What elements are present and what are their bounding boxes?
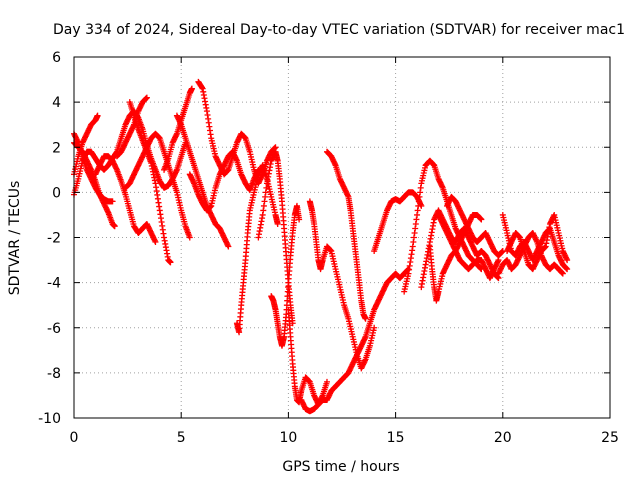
data-point — [289, 320, 296, 327]
series-satellite-track-11 — [195, 78, 279, 187]
y-tick-label: -8 — [47, 366, 61, 382]
x-tick-label: 5 — [177, 430, 186, 446]
data-point — [111, 223, 118, 230]
y-tick-label: 2 — [52, 140, 61, 156]
data-point — [559, 270, 566, 277]
series-satellite-track-23 — [426, 211, 485, 304]
x-tick-label: 25 — [601, 430, 619, 446]
series-satellite-track-28 — [495, 229, 566, 277]
chart-title: Day 334 of 2024, Sidereal Day-to-day VTE… — [53, 22, 625, 38]
series-satellite-track-15 — [268, 202, 303, 349]
series-satellite-track-18 — [306, 198, 378, 372]
data-point — [94, 112, 101, 119]
data-point — [109, 198, 116, 205]
data-point — [478, 216, 485, 223]
y-tick-label: -10 — [38, 411, 61, 427]
data-point — [225, 243, 232, 250]
series-satellite-track-19 — [323, 148, 369, 322]
x-axis-title: GPS time / hours — [282, 459, 399, 475]
data-point — [167, 259, 174, 266]
data-point — [564, 266, 571, 273]
data-point — [296, 216, 303, 223]
y-tick-label: 6 — [52, 50, 61, 66]
series-satellite-track-24 — [435, 211, 502, 282]
data-point — [186, 234, 193, 241]
data-point — [371, 324, 378, 331]
series-satellite-track-16 — [285, 306, 330, 408]
series-satellite-track-8 — [122, 130, 193, 241]
data-point — [152, 239, 159, 246]
data-layer — [71, 78, 571, 415]
data-point — [323, 378, 330, 385]
series-satellite-track-12 — [186, 148, 262, 214]
y-axis-title: SDTVAR / TECUs — [7, 181, 23, 296]
y-tick-label: -2 — [47, 231, 61, 247]
data-point — [274, 220, 281, 227]
x-tick-label: 0 — [70, 430, 79, 446]
x-tick-label: 15 — [387, 430, 405, 446]
grid-layer — [74, 57, 610, 418]
series-satellite-track-22 — [418, 207, 502, 291]
y-tick-label: -4 — [47, 276, 61, 292]
y-tick-label: 0 — [52, 185, 61, 201]
x-tick-label: 10 — [279, 430, 297, 446]
series-satellite-track-17 — [298, 266, 412, 415]
y-tick-label: 4 — [52, 95, 61, 111]
data-point — [564, 257, 571, 264]
series-satellite-track-21 — [401, 157, 485, 295]
series-satellite-track-7 — [126, 99, 174, 266]
series-satellite-track-25 — [444, 193, 506, 259]
data-point — [362, 315, 369, 322]
x-tick-label: 20 — [494, 430, 512, 446]
series-satellite-track-5 — [92, 153, 159, 246]
data-point — [143, 94, 150, 101]
series-satellite-track-10 — [173, 112, 232, 250]
y-tick-label: -6 — [47, 321, 61, 337]
data-point — [188, 85, 195, 92]
